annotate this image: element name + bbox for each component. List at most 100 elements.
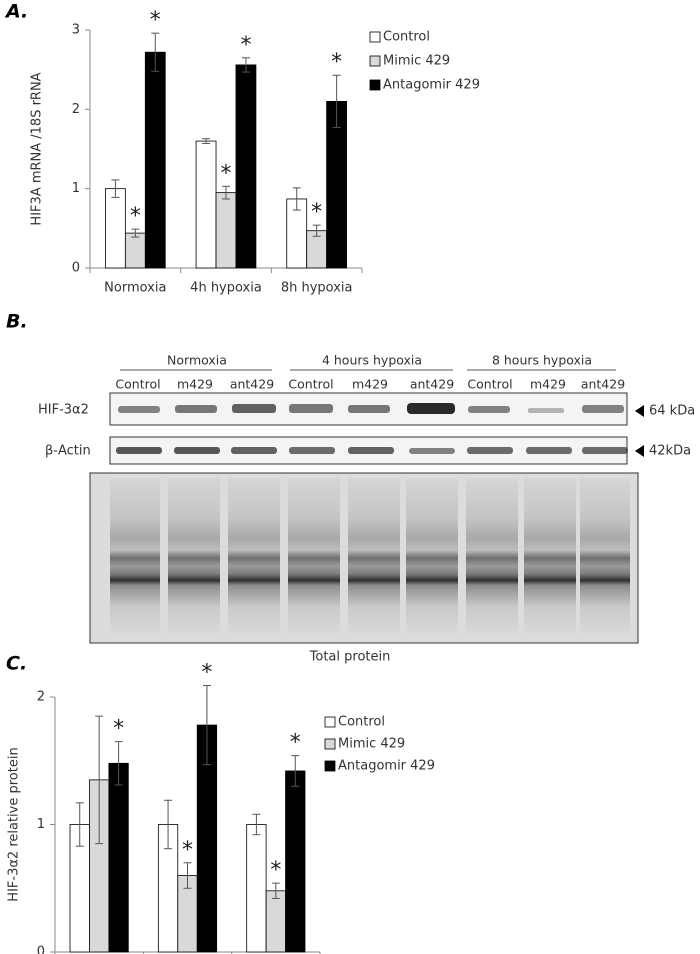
bar	[215, 192, 237, 269]
panel-label: B.	[6, 311, 28, 333]
row-label: HIF-3α2	[38, 403, 89, 418]
error-bar	[95, 715, 104, 845]
group-label: Normoxia	[167, 353, 227, 368]
band	[231, 447, 277, 454]
legend-swatch	[324, 716, 336, 728]
significance: *	[311, 200, 322, 225]
significance: *	[290, 731, 301, 756]
y-tick-label: 1	[72, 181, 80, 196]
band	[118, 406, 160, 413]
y-tick-label: 0	[72, 261, 80, 276]
error-bar	[202, 685, 211, 766]
hif-bands	[118, 403, 624, 414]
error-bar	[131, 228, 140, 238]
lane-label: ant429	[230, 377, 274, 392]
gel-lane	[228, 478, 280, 638]
bar	[124, 232, 146, 269]
band	[467, 447, 513, 454]
lane-label: m429	[177, 377, 213, 392]
gel-caption: Total protein	[309, 650, 391, 665]
band	[116, 447, 162, 454]
band	[175, 405, 217, 413]
y-tick-label: 0	[37, 945, 45, 954]
gel-lane	[168, 478, 220, 638]
panel-label: A.	[4, 1, 28, 23]
significance: *	[130, 204, 141, 229]
bar	[246, 824, 267, 953]
legend-swatch	[324, 738, 336, 750]
bar	[108, 762, 129, 953]
x-tick-label: Normoxia	[104, 281, 166, 296]
gel-lane	[348, 478, 400, 638]
band	[232, 404, 276, 413]
band	[407, 403, 455, 414]
legend-label: Mimic 429	[383, 54, 450, 69]
error-bar	[222, 185, 230, 200]
blot-panel: B. Normoxia 4 hours hypoxia 8 hours hypo…	[6, 311, 695, 665]
significance: *	[331, 50, 342, 75]
band	[468, 406, 510, 413]
legend-label: Antagomir 429	[383, 78, 480, 93]
lane-label: ant429	[410, 377, 454, 392]
error-bar	[75, 802, 84, 847]
actin-bands	[116, 447, 628, 454]
significance: *	[240, 33, 251, 58]
legend-label: Mimic 429	[338, 737, 405, 752]
y-tick-label: 3	[72, 23, 80, 38]
significance: *	[182, 838, 193, 863]
band	[348, 405, 390, 413]
legend-label: Antagomir 429	[338, 759, 435, 774]
bar	[285, 770, 306, 953]
lane-label: ant429	[581, 377, 625, 392]
bar	[144, 51, 166, 269]
band	[582, 447, 628, 454]
gel-lane	[288, 478, 340, 638]
error-bar	[183, 862, 192, 889]
gel-lane	[524, 478, 576, 638]
error-bar	[332, 74, 341, 129]
gel-lane	[580, 478, 630, 638]
error-bar	[312, 224, 321, 237]
band	[409, 448, 455, 454]
significance: *	[150, 8, 161, 33]
size-label: 42kDa	[649, 444, 691, 459]
group-label: 4 hours hypoxia	[322, 353, 422, 368]
band	[289, 404, 333, 413]
band	[582, 405, 624, 413]
y-axis-label: HIF-3α2 relative protein	[7, 747, 22, 901]
error-bar	[164, 799, 173, 850]
band	[348, 447, 394, 454]
band	[526, 447, 572, 454]
legend-swatch	[369, 55, 381, 67]
y-tick-label: 2	[72, 102, 80, 117]
bar	[195, 140, 217, 269]
error-bar	[202, 138, 211, 144]
lane-label: Control	[467, 377, 512, 392]
significance: *	[221, 161, 232, 186]
error-bar	[292, 187, 301, 211]
legend-label: Control	[338, 715, 385, 730]
legend-swatch	[324, 760, 336, 772]
error-bar	[151, 32, 160, 72]
y-tick-label: 1	[37, 817, 45, 832]
y-axis-label: HIF3A mRNA /18S rRNA	[30, 72, 45, 225]
significance: *	[113, 717, 124, 742]
legend-label: Control	[383, 30, 430, 45]
gel-lane	[110, 478, 160, 638]
error-bar	[271, 882, 280, 899]
lane-label: m429	[530, 377, 566, 392]
gel-lane	[406, 478, 458, 638]
y-tick-label: 2	[37, 690, 45, 705]
lane-label: Control	[115, 377, 160, 392]
error-bar	[291, 755, 300, 787]
gel-lane	[466, 478, 518, 638]
error-bar	[114, 741, 123, 786]
lane-label: m429	[352, 377, 388, 392]
gel-lanes	[110, 478, 630, 638]
band	[289, 447, 335, 454]
lane-label: Control	[288, 377, 333, 392]
bar	[105, 188, 126, 269]
significance: *	[201, 661, 212, 686]
x-tick-label: 4h hypoxia	[190, 281, 262, 296]
